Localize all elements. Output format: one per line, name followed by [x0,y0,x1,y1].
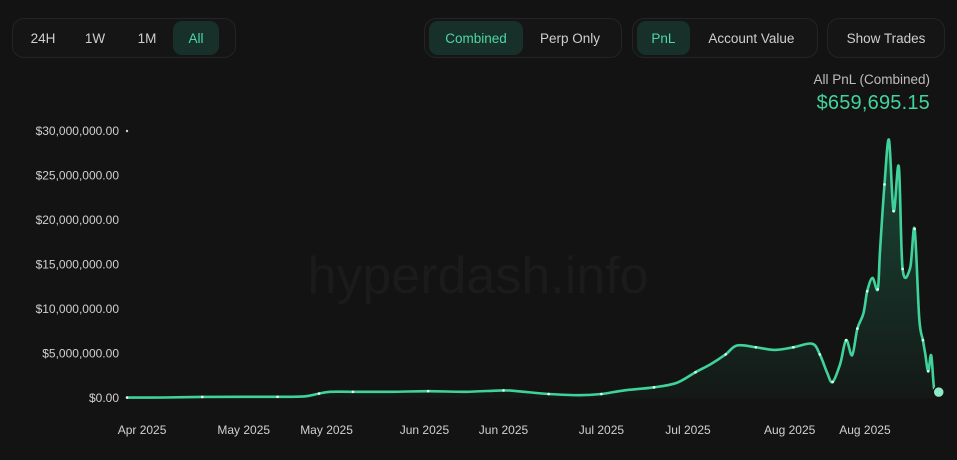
data-point [865,289,869,293]
x-tick-label: May 2025 [217,423,270,437]
pnl-line [126,138,940,399]
data-point [831,380,834,384]
data-point [792,345,795,349]
pnl-area [127,139,939,398]
y-tick-label: $25,000,000.00 [36,169,120,183]
y-axis: $30,000,000.00 $25,000,000.00 $20,000,000.… [36,124,120,405]
data-point [921,338,925,342]
pnl-button[interactable]: PnL [637,21,690,55]
watermark-text: hyperdash.info [307,247,648,305]
x-tick-label: Jul 2025 [579,423,625,437]
show-trades-toggle: Show Trades [827,18,945,58]
data-point [125,396,129,399]
data-point [694,370,697,374]
data-point [844,338,848,342]
current-value-marker[interactable] [932,385,945,399]
pnl-summary-label: All PnL (Combined) [813,72,930,87]
x-axis: Apr 2025 May 2025 May 2025 Jun 2025 Jun 2025… [118,423,891,437]
perp-only-button[interactable]: Perp Only [539,30,601,46]
data-point [926,370,930,373]
x-tick-label: May 2025 [300,423,353,437]
data-point [426,389,430,393]
data-point [317,392,321,395]
y-tick-label: $0.00 [89,391,119,405]
x-tick-label: Jun 2025 [479,423,529,437]
data-points [125,183,936,399]
show-trades-button[interactable]: Show Trades [846,30,926,46]
data-point [652,386,656,389]
data-point [276,395,279,399]
range-all-button[interactable]: All [173,21,219,55]
x-tick-label: Jun 2025 [400,423,450,437]
y-tick-label: $10,000,000.00 [36,302,120,316]
mode-selector: Combined Perp Only [424,18,622,58]
account-value-button[interactable]: Account Value [708,30,795,46]
pnl-summary-value: $659,695.15 [816,92,930,114]
data-point [892,209,895,213]
y-tick-label: $30,000,000.00 [36,124,120,138]
x-tick-label: Jul 2025 [665,423,711,437]
data-point [818,353,822,356]
data-point [201,395,204,399]
data-point [547,392,550,396]
time-range-selector: 24H 1W 1M All [12,18,236,58]
combined-button[interactable]: Combined [429,21,523,55]
range-24h-button[interactable]: 24H [30,30,56,46]
data-point [600,392,603,396]
y-tick-label: $15,000,000.00 [36,258,120,272]
x-tick-label: Apr 2025 [118,423,167,437]
data-point [901,267,904,271]
metric-selector: PnL Account Value [632,18,818,58]
range-1w-button[interactable]: 1W [84,30,106,46]
data-point [913,227,916,231]
range-1m-button[interactable]: 1M [137,30,157,46]
data-point [724,353,727,356]
data-point [856,327,859,330]
data-point [754,345,758,349]
x-tick-label: Aug 2025 [764,423,816,437]
x-tick-label: Aug 2025 [839,423,891,437]
y-tick-label: $5,000,000.00 [42,347,119,361]
y-tick-label: $20,000,000.00 [36,213,120,227]
data-point [876,288,880,291]
data-point [883,183,886,186]
data-point [502,389,505,392]
axis-top-dot [125,129,129,133]
data-point [351,390,355,394]
